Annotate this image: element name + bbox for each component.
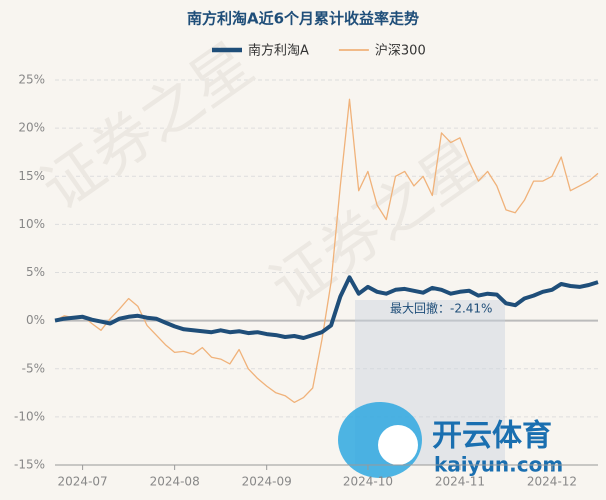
chart-title: 南方利淘A近6个月累计收益率走势 (187, 10, 419, 28)
y-tick-label: 20% (18, 121, 45, 135)
y-tick-label: 25% (18, 73, 45, 87)
x-tick-label: 2024-09 (242, 475, 292, 489)
logo-ball (378, 425, 418, 465)
y-tick-label: -10% (14, 409, 45, 423)
annotation: 最大回撤：-2.41% (390, 301, 492, 316)
legend-label: 南方利淘A (248, 43, 309, 59)
series-line (54, 275, 599, 340)
x-tick-label: 2024-12 (527, 475, 577, 489)
watermark: 证券之星 (29, 29, 266, 224)
y-tick-label: 15% (18, 169, 45, 183)
y-tick-label: 10% (18, 217, 45, 231)
legend-label: 沪深300 (375, 43, 426, 59)
y-tick-label: -5% (22, 361, 45, 375)
series-line (54, 98, 599, 404)
x-tick-label: 2024-11 (435, 475, 485, 489)
x-tick-label: 2024-08 (150, 475, 200, 489)
x-tick-label: 2024-10 (343, 475, 393, 489)
logo-text: 开云体育 (432, 419, 552, 454)
y-tick-label: -15% (14, 458, 45, 472)
y-tick-label: 5% (26, 265, 45, 279)
x-tick-label: 2024-07 (58, 475, 108, 489)
y-tick-label: 0% (26, 313, 45, 327)
